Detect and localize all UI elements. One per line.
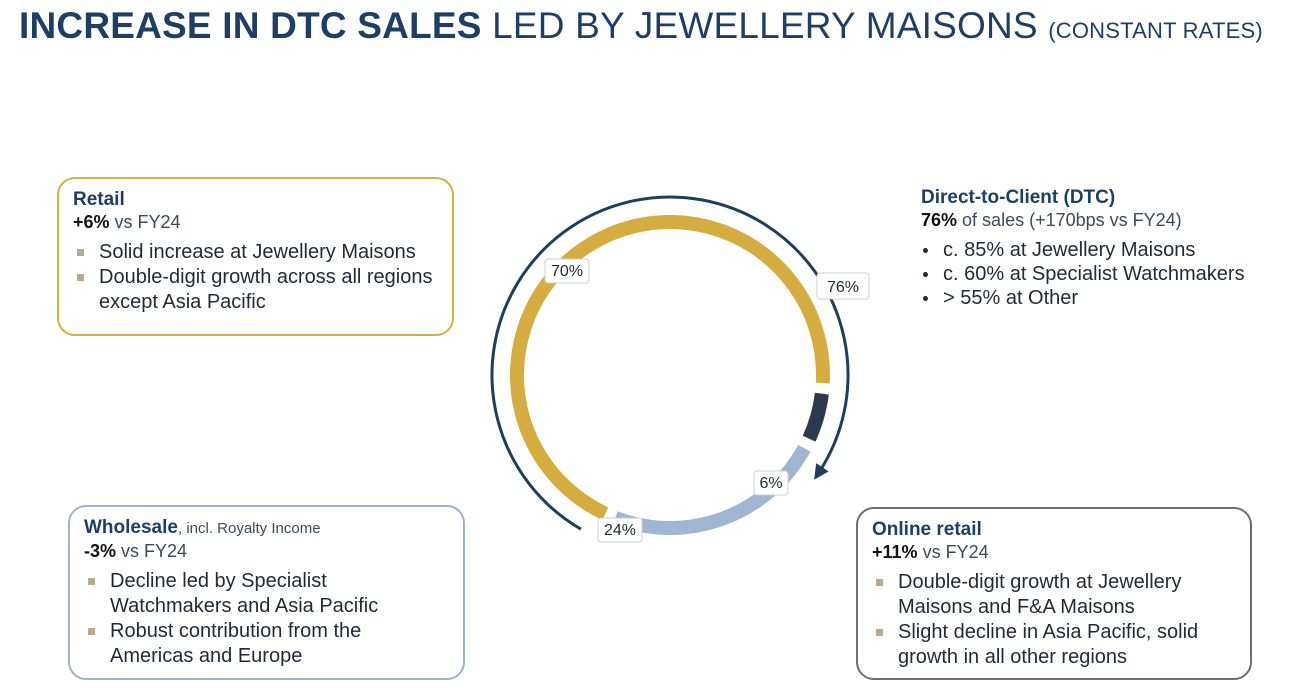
retail-bullets: Solid increase at Jewellery Maisons Doub… <box>73 240 438 315</box>
online-metric-value: +11% <box>872 542 918 562</box>
dtc-metric-text: of sales (+170bps vs FY24) <box>962 210 1182 230</box>
svg-text:70%: 70% <box>551 263 583 280</box>
retail-metric-text: vs FY24 <box>114 212 181 232</box>
wholesale-card: Wholesale, incl. Royalty Income -3% vs F… <box>68 505 465 680</box>
wholesale-metric-value: -3% <box>84 541 117 561</box>
online-bullets: Double-digit growth at Jewellery Maisons… <box>872 570 1236 670</box>
data-label: 6% <box>753 470 789 496</box>
title-light: LED BY JEWELLERY MAISONS <box>492 5 1038 46</box>
retail-metric: +6% vs FY24 <box>73 211 438 233</box>
list-item: Double-digit growth across all regions e… <box>73 265 438 315</box>
retail-card: Retail +6% vs FY24 Solid increase at Jew… <box>57 177 454 336</box>
data-label: 70% <box>544 258 590 284</box>
svg-text:24%: 24% <box>604 522 636 539</box>
online-card: Online retail +11% vs FY24 Double-digit … <box>856 507 1252 680</box>
wholesale-metric-text: vs FY24 <box>121 541 188 561</box>
list-item: Decline led by Specialist Watchmakers an… <box>84 569 449 619</box>
data-label: 24% <box>597 517 643 543</box>
dtc-heading: Direct-to-Client (DTC) <box>921 187 1116 208</box>
dtc-arc-label: 76% <box>816 272 870 300</box>
wholesale-bullets: Decline led by Specialist Watchmakers an… <box>84 569 449 669</box>
svg-text:76%: 76% <box>827 279 859 296</box>
wholesale-metric: -3% vs FY24 <box>84 540 449 562</box>
title-note: (CONSTANT RATES) <box>1048 18 1263 43</box>
wholesale-heading-main: Wholesale <box>84 517 178 538</box>
retail-heading: Retail <box>73 189 125 210</box>
svg-text:6%: 6% <box>759 475 782 492</box>
retail-metric-value: +6% <box>73 212 110 232</box>
online-metric-text: vs FY24 <box>922 542 989 562</box>
list-item: Solid increase at Jewellery Maisons <box>73 240 438 265</box>
dtc-block: Direct-to-Client (DTC) 76% of sales (+17… <box>921 187 1291 310</box>
dtc-bullets: c. 85% at Jewellery Maisons c. 60% at Sp… <box>921 238 1291 310</box>
list-item: c. 60% at Specialist Watchmakers <box>921 262 1291 286</box>
dtc-metric: 76% of sales (+170bps vs FY24) <box>921 209 1291 231</box>
wholesale-heading-sub: , incl. Royalty Income <box>177 520 321 537</box>
donut-chart: 70% 6% 24% 76% <box>490 195 870 543</box>
list-item: Double-digit growth at Jewellery Maisons… <box>872 570 1236 620</box>
list-item: > 55% at Other <box>921 286 1291 310</box>
slice-retail <box>510 215 830 521</box>
page-title: INCREASE IN DTC SALES LED BY JEWELLERY M… <box>19 5 1263 47</box>
online-metric: +11% vs FY24 <box>872 541 1236 563</box>
slice-online-retail <box>802 392 829 442</box>
list-item: Robust contribution from the Americas an… <box>84 619 449 669</box>
title-bold: INCREASE IN DTC SALES <box>19 5 482 46</box>
online-heading: Online retail <box>872 519 982 540</box>
dtc-arc <box>490 195 850 531</box>
wholesale-heading: Wholesale, incl. Royalty Income <box>84 517 449 540</box>
dtc-metric-value: 76% <box>921 210 958 230</box>
list-item: c. 85% at Jewellery Maisons <box>921 238 1291 262</box>
list-item: Slight decline in Asia Pacific, solid gr… <box>872 620 1236 670</box>
